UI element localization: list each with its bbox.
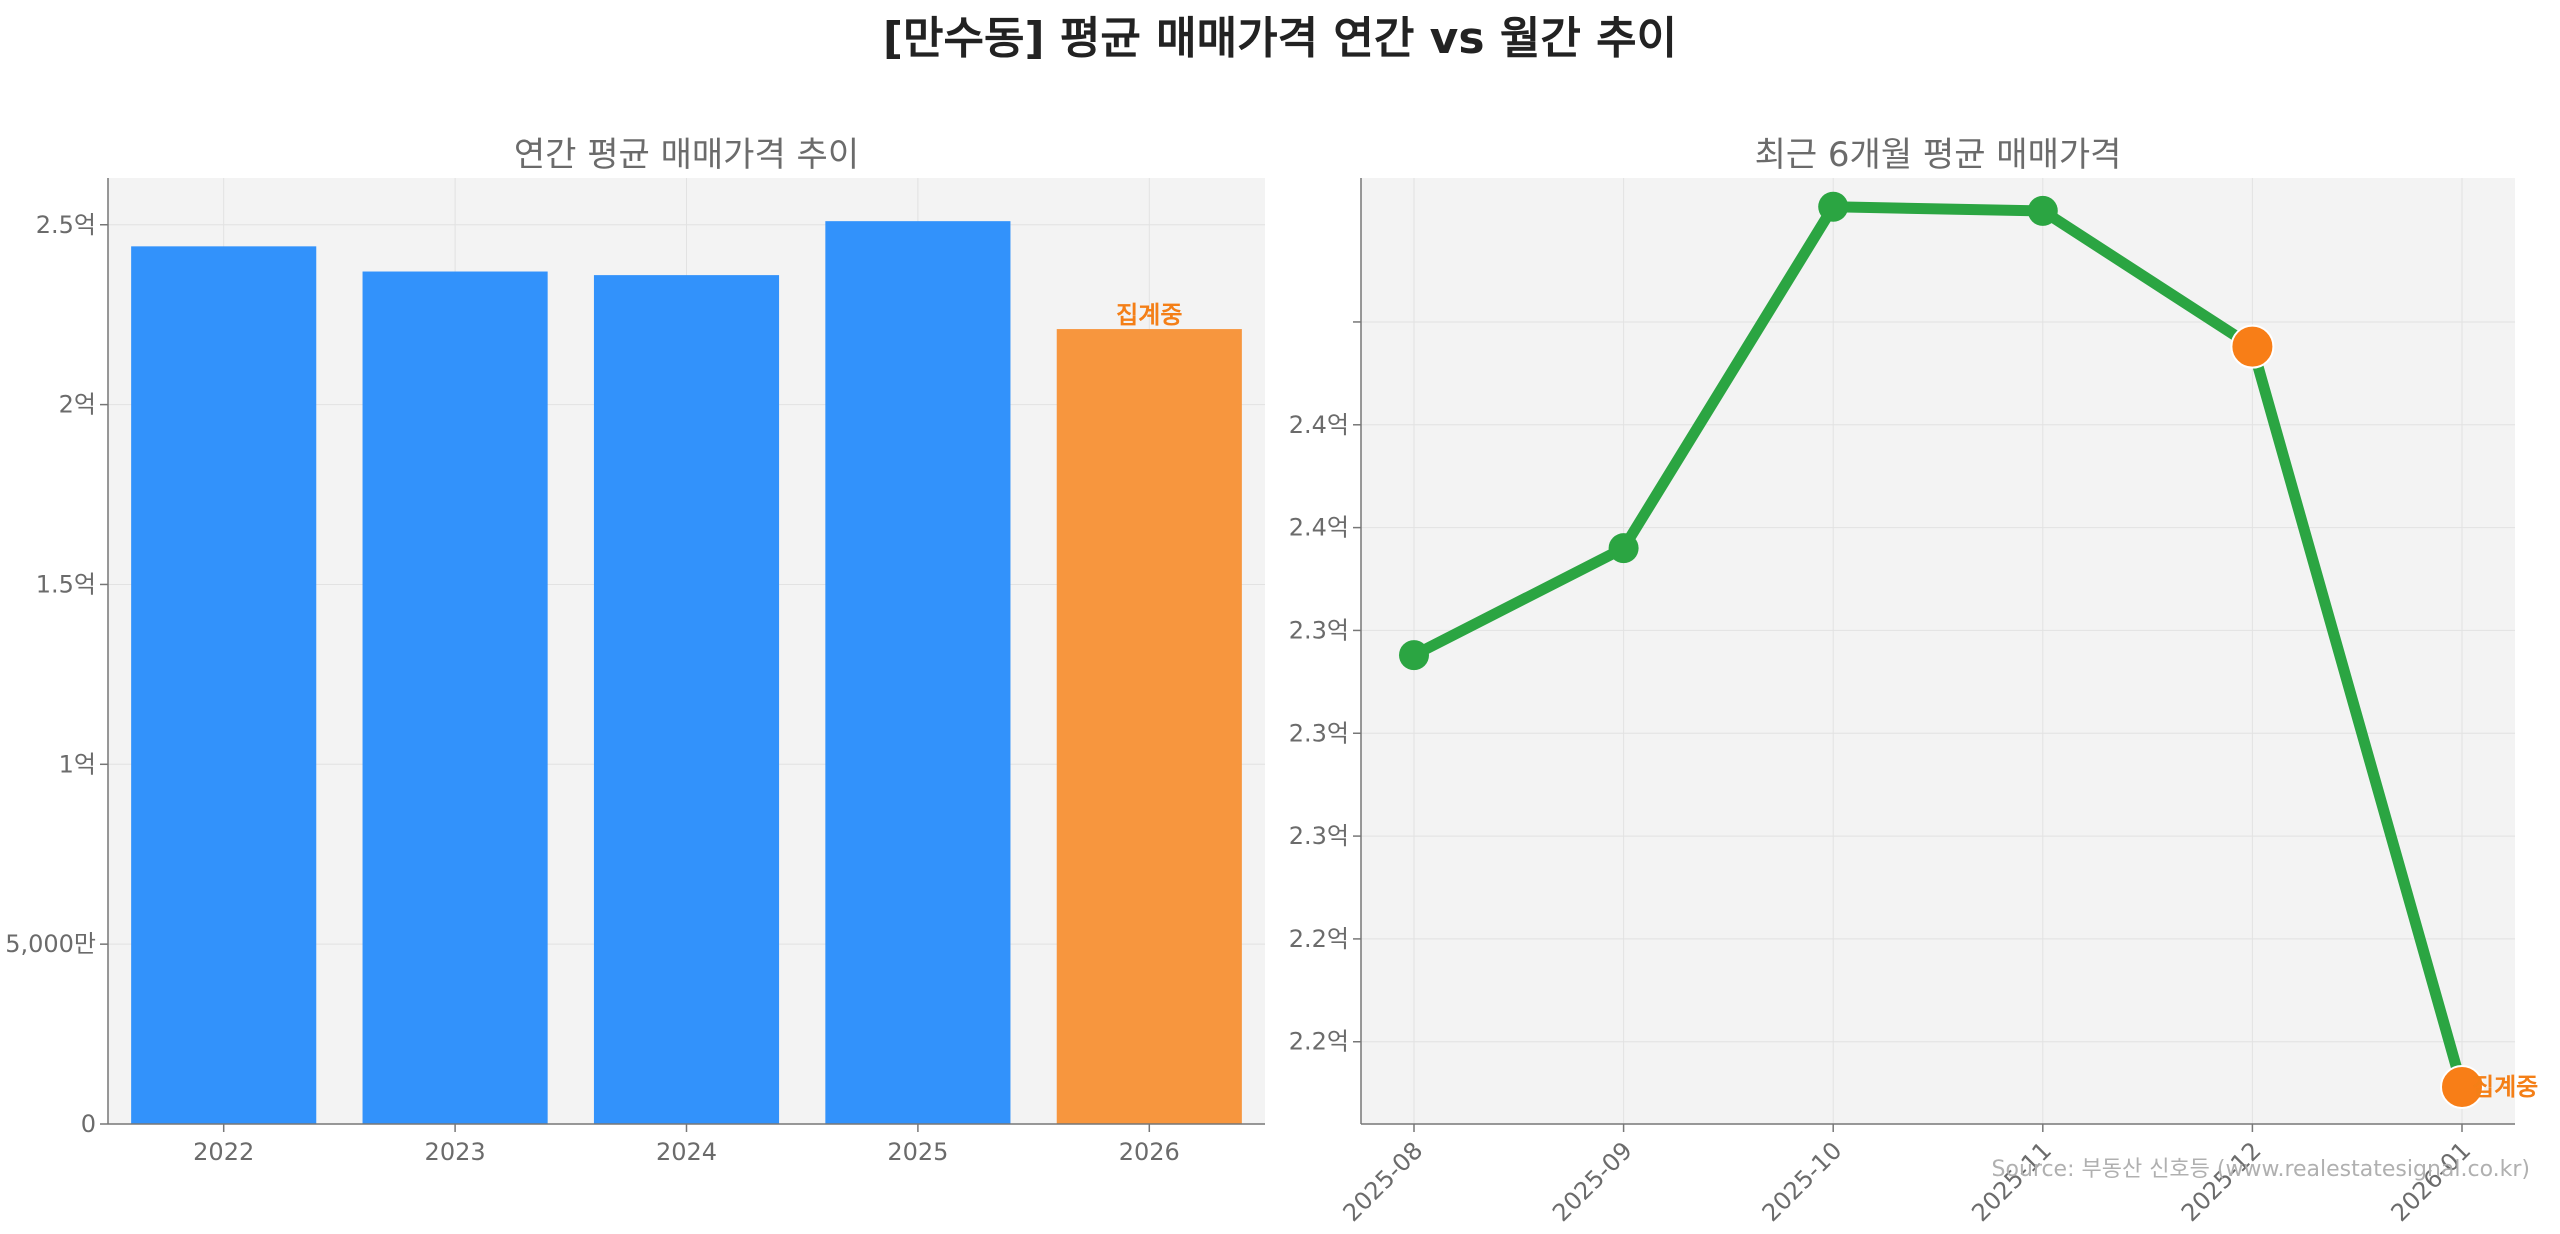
annual-chart: 0 5,000만 1억 1.5억 2억 2.5억 2022 2023 2024 2025 2026 집…	[5, 135, 1265, 1166]
x-tick-label: 2022	[193, 1138, 254, 1166]
y-tick-label: 2.5억	[36, 211, 96, 239]
x-tick-label: 2024	[656, 1138, 717, 1166]
data-point	[2230, 324, 2275, 369]
data-point	[1399, 640, 1429, 671]
monthly-chart-title: 최근 6개월 평균 매매가격	[1755, 135, 2122, 175]
y-tick-label: 2.4억	[1289, 411, 1349, 439]
y-tick-label: 1.5억	[36, 570, 96, 598]
partial-data-label: 집계중	[2472, 1073, 2538, 1101]
y-tick-label: 0	[81, 1110, 96, 1138]
y-tick-label: 2.4억	[1289, 514, 1349, 542]
y-tick-label: 2억	[59, 391, 96, 419]
x-tick-label: 2025-08	[1338, 1136, 1429, 1227]
bar	[362, 271, 548, 1125]
data-point	[1608, 533, 1639, 564]
x-tick-label: 2025-09	[1547, 1136, 1638, 1227]
bar	[131, 246, 317, 1124]
bar	[1056, 329, 1242, 1124]
chart-title: [만수동] 평균 매매가격 연간 vs 월간 추이	[882, 13, 1678, 64]
y-tick-label: 2.2억	[1289, 1028, 1349, 1056]
y-tick-label: 2.3억	[1289, 616, 1349, 644]
source-note: Source: 부동산 신호등 (www.realestatesignal.co…	[1992, 1157, 2530, 1182]
y-tick-label: 5,000만	[5, 930, 96, 958]
y-tick-label: 2.3억	[1289, 719, 1349, 747]
partial-data-label: 집계중	[1116, 301, 1182, 329]
y-tick-label: 2.3억	[1289, 822, 1349, 850]
x-tick-label: 2026	[1119, 1138, 1180, 1166]
plot-area	[1361, 178, 2515, 1124]
y-tick-label: 2.2억	[1289, 925, 1349, 953]
data-point	[2440, 1064, 2484, 1109]
bar	[825, 221, 1011, 1124]
monthly-chart: 2.2억 2.2억 2.3억 2.3억 2.3억 2.4억 2.4억 2025-08 2025-…	[1289, 135, 2539, 1227]
bar	[593, 275, 780, 1124]
x-tick-label: 2023	[425, 1138, 486, 1166]
y-tick-label: 1억	[59, 750, 96, 778]
annual-chart-title: 연간 평균 매매가격 추이	[514, 135, 859, 175]
series-line	[1408, 201, 2468, 1093]
data-point	[1818, 191, 1849, 222]
data-point	[2027, 195, 2058, 226]
x-tick-label: 2025	[887, 1138, 948, 1166]
x-tick-label: 2025-10	[1757, 1136, 1848, 1227]
